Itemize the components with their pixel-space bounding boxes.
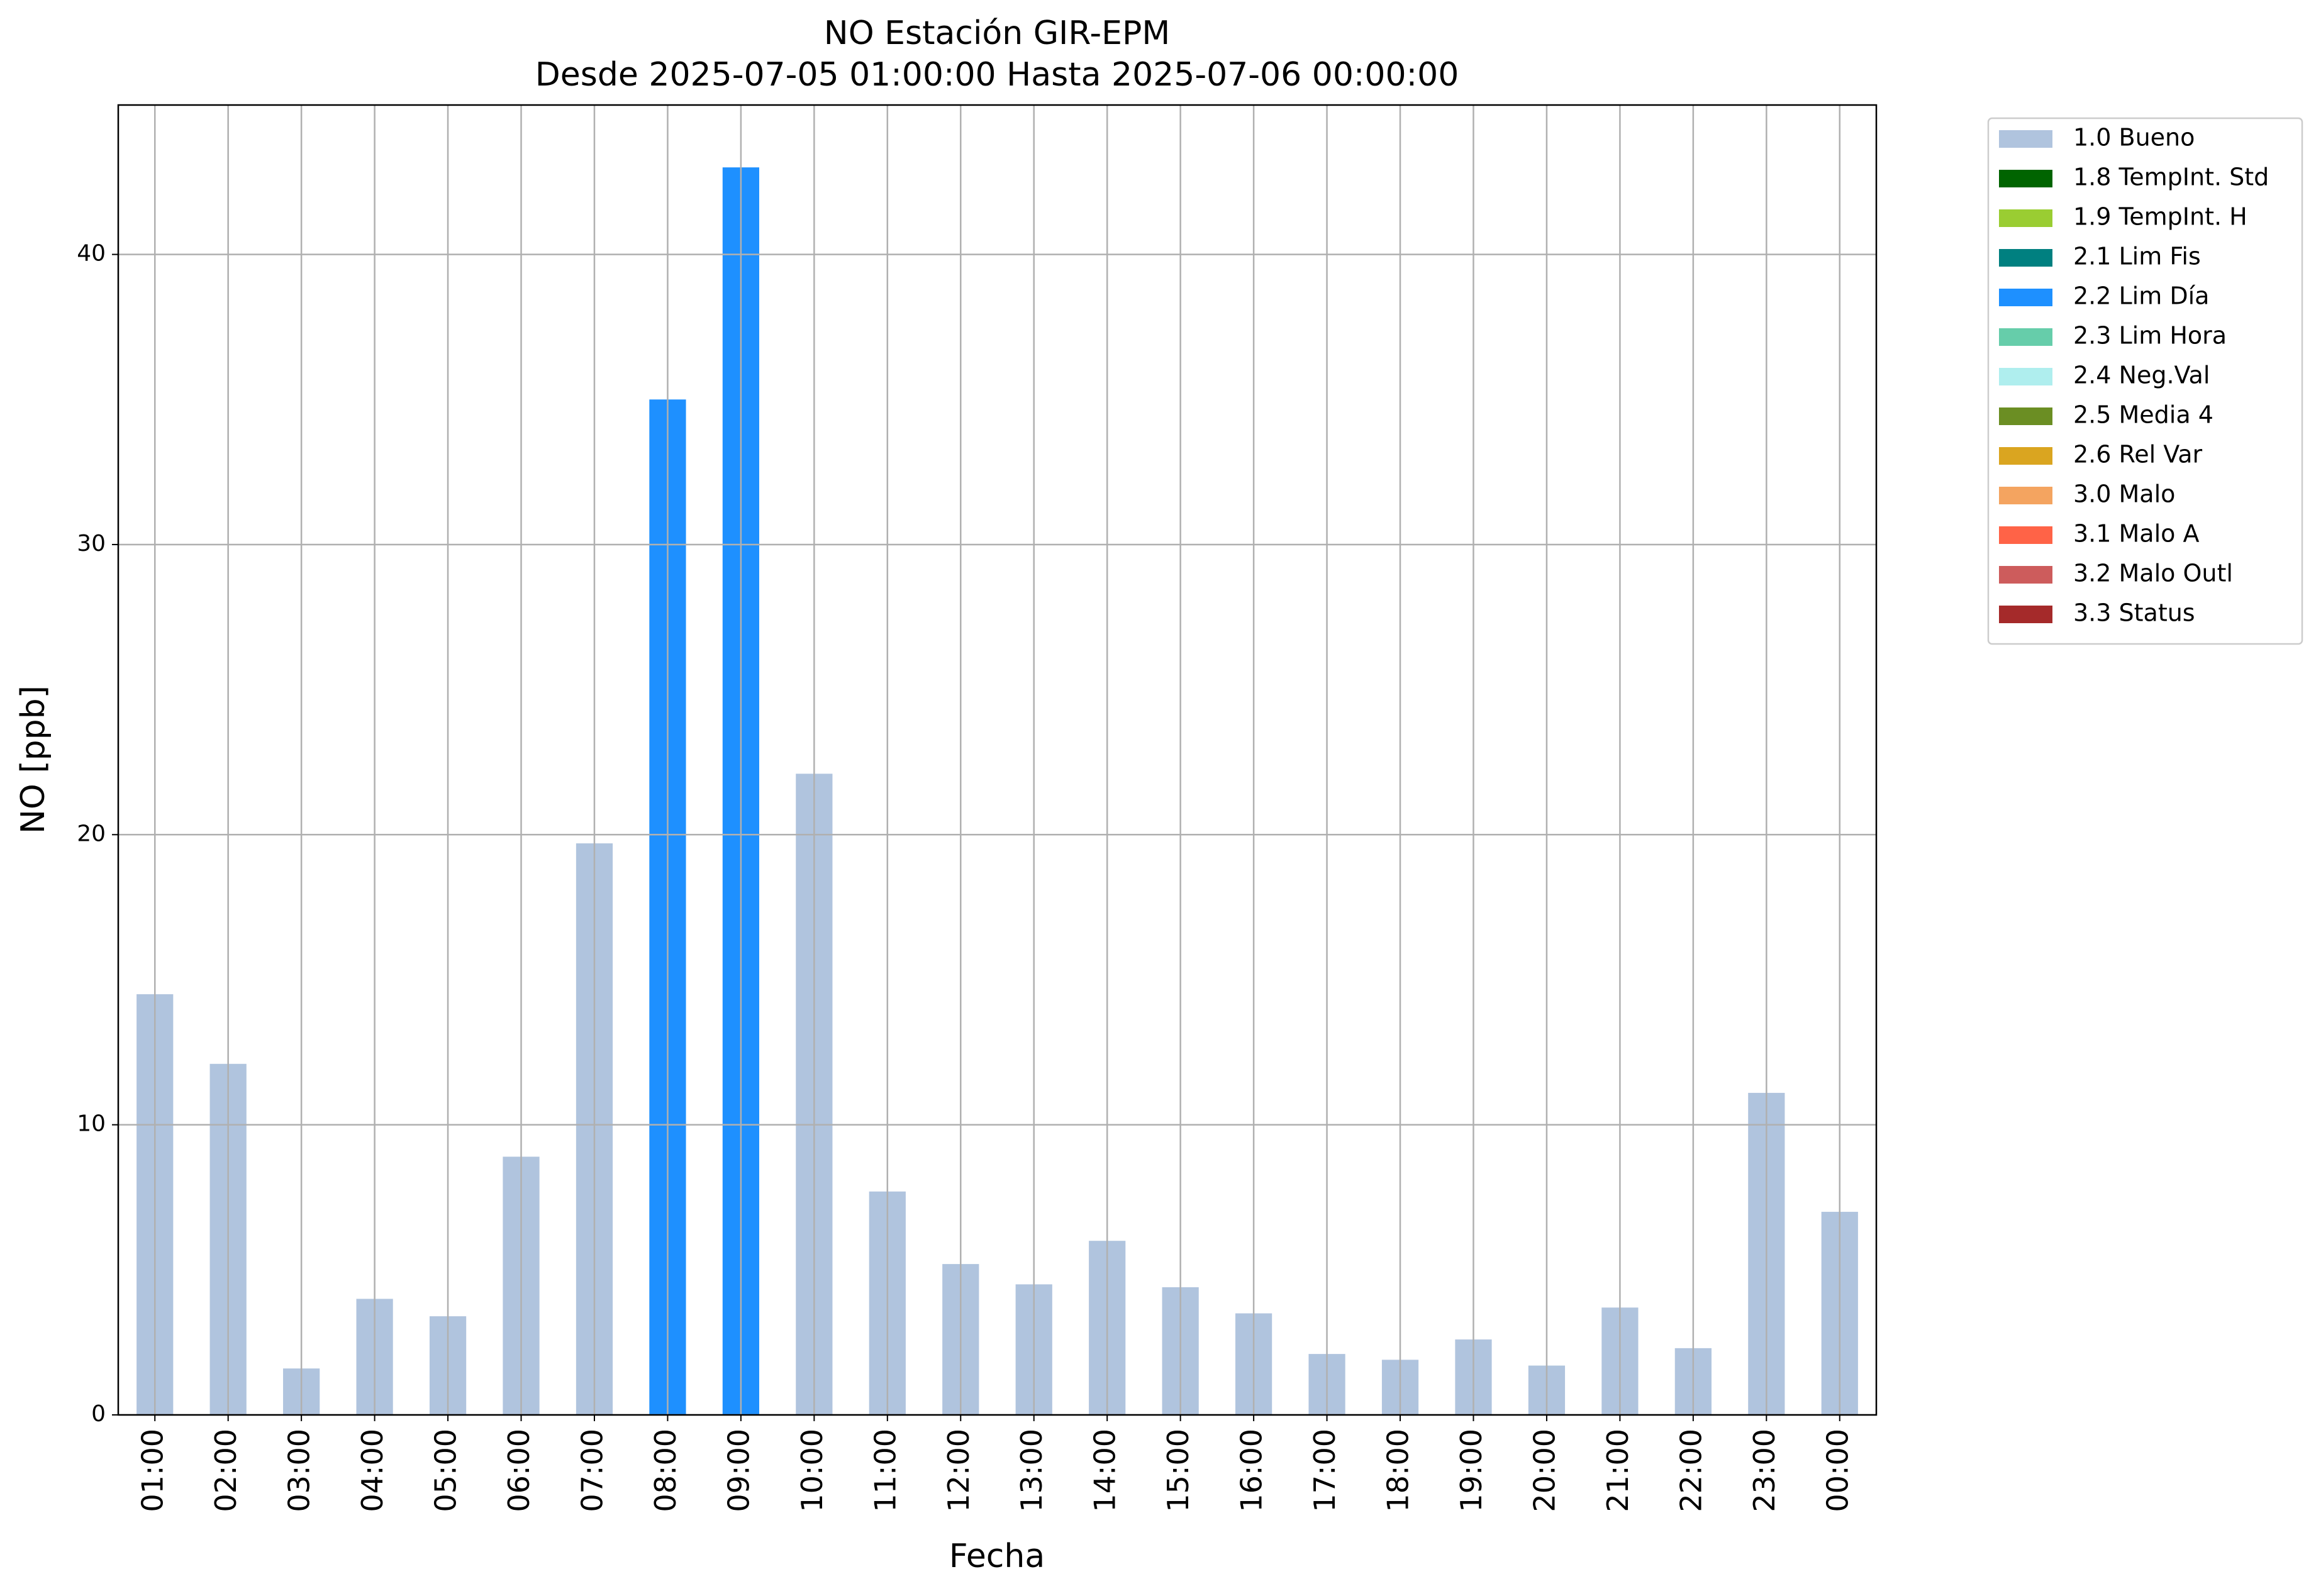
x-tick-label: 18:00 [1381, 1429, 1415, 1512]
legend-swatch [1999, 209, 2052, 227]
x-tick-label: 04:00 [355, 1429, 389, 1512]
legend-swatch [1999, 487, 2052, 504]
x-tick-label: 08:00 [649, 1429, 682, 1512]
legend-label: 2.1 Lim Fis [2073, 243, 2201, 270]
x-tick-label: 06:00 [502, 1429, 536, 1512]
x-tick-label: 05:00 [429, 1429, 463, 1512]
x-tick-label: 23:00 [1747, 1429, 1781, 1512]
x-tick-label: 13:00 [1015, 1429, 1049, 1512]
x-axis-label: Fecha [949, 1538, 1045, 1575]
x-tick-label: 16:00 [1235, 1429, 1269, 1512]
legend-swatch [1999, 526, 2052, 544]
legend-swatch [1999, 447, 2052, 465]
legend-box [1987, 117, 2303, 645]
y-tick-label: 10 [77, 1111, 106, 1137]
x-tick-label: 09:00 [721, 1429, 755, 1512]
y-tick-label: 0 [91, 1401, 106, 1427]
legend-label: 3.3 Status [2073, 599, 2195, 627]
x-tick-label: 15:00 [1161, 1429, 1195, 1512]
legend-label: 2.5 Media 4 [2073, 401, 2213, 429]
plot-area: 0 10 20 30 40 01:00 02:00 03:00 04:00 05:00 06:00 0… [77, 104, 1878, 1512]
legend-swatch [1999, 407, 2052, 425]
y-tick-label: 40 [77, 241, 106, 267]
chart-title: NO Estación GIR-EPM [824, 14, 1170, 52]
x-tick-label: 00:00 [1820, 1429, 1854, 1512]
legend-label: 3.0 Malo [2073, 480, 2175, 508]
x-tick-label: 19:00 [1454, 1429, 1488, 1512]
x-tick-label: 10:00 [795, 1429, 829, 1512]
legend-label: 2.3 Lim Hora [2073, 322, 2227, 350]
x-tick-label: 07:00 [575, 1429, 609, 1512]
legend-label: 2.2 Lim Día [2073, 282, 2209, 310]
x-tick-label: 21:00 [1601, 1429, 1635, 1512]
x-tick-label: 22:00 [1674, 1429, 1708, 1512]
legend-label: 3.2 Malo Outl [2073, 560, 2233, 587]
legend-swatch [1999, 566, 2052, 584]
legend-label: 1.8 TempInt. Std [2073, 163, 2269, 191]
x-tick-label: 12:00 [942, 1429, 976, 1512]
legend-swatch [1999, 289, 2052, 306]
legend-swatch [1999, 130, 2052, 148]
legend-swatch [1999, 606, 2052, 623]
y-axis-label: NO [ppb] [14, 685, 52, 834]
x-tick-label: 14:00 [1088, 1429, 1122, 1512]
y-tick-label: 20 [77, 821, 106, 846]
legend-label: 1.0 Bueno [2073, 124, 2195, 152]
chart-subtitle: Desde 2025-07-05 01:00:00 Hasta 2025-07-… [535, 56, 1459, 94]
legend-swatch [1999, 328, 2052, 346]
legend-label: 2.6 Rel Var [2073, 441, 2203, 468]
legend-label: 1.9 TempInt. H [2073, 203, 2247, 231]
x-tick-label: 20:00 [1527, 1429, 1561, 1512]
legend: 1.0 Bueno 1.8 TempInt. Std 1.9 TempInt. H 2… [1987, 117, 2303, 645]
legend-swatch [1999, 368, 2052, 385]
legend-swatch [1999, 249, 2052, 267]
plot-frame [117, 104, 1878, 1416]
x-tick-label: 01:00 [136, 1429, 170, 1512]
x-tick-label: 17:00 [1308, 1429, 1342, 1512]
x-tick-label: 03:00 [282, 1429, 316, 1512]
x-tick-label: 11:00 [868, 1429, 902, 1512]
legend-label: 2.4 Neg.Val [2073, 362, 2210, 389]
x-tick-label: 02:00 [209, 1429, 243, 1512]
y-tick-label: 30 [77, 531, 106, 557]
legend-label: 3.1 Malo A [2073, 520, 2199, 548]
legend-swatch [1999, 170, 2052, 187]
